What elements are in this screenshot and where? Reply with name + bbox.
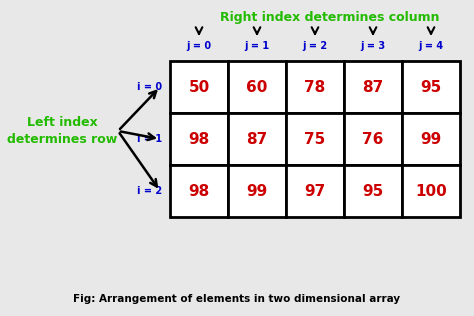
Bar: [228, 61, 286, 113]
Text: j = 2: j = 2: [302, 41, 328, 51]
Text: 87: 87: [363, 80, 383, 94]
Text: 87: 87: [246, 131, 268, 147]
Bar: [344, 165, 402, 217]
Text: 97: 97: [304, 184, 326, 198]
Text: j = 0: j = 0: [186, 41, 211, 51]
Text: 50: 50: [188, 80, 210, 94]
Text: Left index
determines row: Left index determines row: [7, 116, 117, 146]
Text: 98: 98: [188, 184, 210, 198]
Bar: [170, 61, 228, 113]
Text: i = 1: i = 1: [137, 134, 162, 144]
Bar: [228, 165, 286, 217]
Text: 76: 76: [362, 131, 383, 147]
Text: Right index determines column: Right index determines column: [220, 11, 440, 24]
Bar: [170, 113, 228, 165]
Bar: [286, 61, 344, 113]
Bar: [286, 113, 344, 165]
Text: 95: 95: [420, 80, 442, 94]
Bar: [228, 113, 286, 165]
Text: 99: 99: [246, 184, 268, 198]
Text: 78: 78: [304, 80, 326, 94]
Bar: [344, 113, 402, 165]
Text: 100: 100: [415, 184, 447, 198]
Bar: [170, 165, 228, 217]
Bar: [344, 61, 402, 113]
Text: 60: 60: [246, 80, 268, 94]
Bar: [402, 113, 460, 165]
Text: 75: 75: [304, 131, 326, 147]
Text: 98: 98: [188, 131, 210, 147]
Text: Fig: Arrangement of elements in two dimensional array: Fig: Arrangement of elements in two dime…: [73, 294, 401, 304]
Text: j = 3: j = 3: [360, 41, 385, 51]
Bar: [402, 61, 460, 113]
Text: j = 1: j = 1: [245, 41, 270, 51]
Text: 99: 99: [420, 131, 442, 147]
Bar: [402, 165, 460, 217]
Bar: [286, 165, 344, 217]
Text: i = 0: i = 0: [137, 82, 162, 92]
Text: 95: 95: [363, 184, 383, 198]
Text: j = 4: j = 4: [419, 41, 444, 51]
Text: i = 2: i = 2: [137, 186, 162, 196]
